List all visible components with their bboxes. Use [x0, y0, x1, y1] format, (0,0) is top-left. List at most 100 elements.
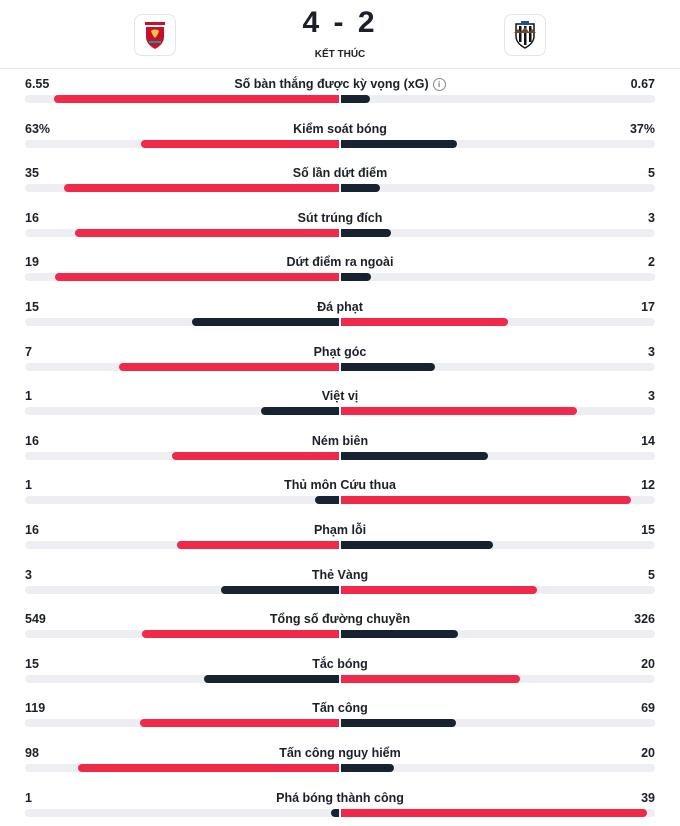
away-stat-value: 326 — [634, 612, 655, 626]
home-stat-bar-track — [25, 363, 339, 371]
stat-label: Số bàn thắng được kỳ vọng (xG) i — [0, 77, 680, 91]
home-stat-bar — [177, 541, 339, 549]
away-stat-value: 5 — [648, 166, 655, 180]
away-stat-bar — [341, 95, 370, 103]
away-stat-bar — [341, 318, 508, 326]
away-stat-bar-track — [341, 140, 655, 148]
away-stat-bar-track — [341, 675, 655, 683]
away-stat-bar — [341, 229, 391, 237]
away-stat-value: 14 — [641, 434, 655, 448]
away-stat-bar — [341, 675, 520, 683]
away-stat-bar-track — [341, 496, 655, 504]
away-stat-bar — [341, 140, 457, 148]
home-stat-bar — [221, 586, 339, 594]
home-stat-bar-track — [25, 407, 339, 415]
home-stat-bar — [204, 675, 339, 683]
home-stat-bar-track — [25, 764, 339, 772]
away-stat-bar — [341, 452, 488, 460]
home-stat-bar-track — [25, 318, 339, 326]
stat-label-text: Thẻ Vàng — [312, 568, 368, 582]
stat-label: Dứt điểm ra ngoài — [0, 255, 680, 269]
stat-label: Tổng số đường chuyền — [0, 612, 680, 626]
away-stat-bar-track — [341, 184, 655, 192]
stat-label-text: Kiểm soát bóng — [293, 122, 387, 136]
away-stat-value: 20 — [641, 657, 655, 671]
away-stat-bar-track — [341, 809, 655, 817]
home-stat-bar-track — [25, 719, 339, 727]
away-stat-bar — [341, 273, 371, 281]
home-stat-bar — [261, 407, 340, 415]
away-stat-bar — [341, 541, 493, 549]
stat-label-text: Tấn công nguy hiểm — [279, 746, 401, 760]
away-stat-value: 2 — [648, 255, 655, 269]
stat-label: Số lần dứt điểm — [0, 166, 680, 180]
stat-label-text: Số lần dứt điểm — [293, 166, 387, 180]
newcastle-crest-icon — [511, 20, 539, 50]
home-stat-bar — [55, 273, 339, 281]
stat-label-text: Dứt điểm ra ngoài — [287, 255, 394, 269]
home-stat-bar-track — [25, 95, 339, 103]
away-stat-bar-track — [341, 586, 655, 594]
stat-label-text: Sút trúng đích — [298, 211, 383, 225]
away-stat-bar — [341, 496, 631, 504]
away-stat-bar-track — [341, 273, 655, 281]
match-status: KẾT THÚC — [0, 49, 680, 60]
away-stat-bar — [341, 719, 456, 727]
stat-label: Kiểm soát bóng — [0, 122, 680, 136]
away-stat-value: 3 — [648, 389, 655, 403]
info-icon[interactable]: i — [433, 78, 446, 91]
home-stat-bar-track — [25, 140, 339, 148]
away-team-logo[interactable] — [504, 14, 546, 56]
stat-label-text: Tắc bóng — [312, 657, 368, 671]
home-stat-bar-track — [25, 630, 339, 638]
stat-label: Thẻ Vàng — [0, 568, 680, 582]
home-stat-bar — [140, 719, 339, 727]
home-stat-bar — [64, 184, 339, 192]
stat-label: Phạt góc — [0, 345, 680, 359]
stat-label-text: Số bàn thắng được kỳ vọng (xG) — [234, 77, 428, 91]
away-stat-bar-track — [341, 318, 655, 326]
stat-label: Sút trúng đích — [0, 211, 680, 225]
away-stat-bar-track — [341, 407, 655, 415]
match-header: 4 - 2 KẾT THÚC — [0, 0, 680, 69]
away-stat-bar-track — [341, 630, 655, 638]
stat-label-text: Phá bóng thành công — [276, 791, 404, 805]
home-stat-bar — [119, 363, 339, 371]
home-stat-bar-track — [25, 184, 339, 192]
home-stat-bar-track — [25, 452, 339, 460]
away-stat-bar — [341, 630, 458, 638]
stat-label: Việt vị — [0, 389, 680, 403]
stat-label-text: Việt vị — [322, 389, 359, 403]
home-stat-bar — [315, 496, 339, 504]
stat-label-text: Tấn công — [312, 701, 368, 715]
away-stat-value: 39 — [641, 791, 655, 805]
home-stat-bar — [331, 809, 339, 817]
away-stat-bar — [341, 586, 537, 594]
stat-label-text: Thủ môn Cứu thua — [284, 478, 396, 492]
stat-label: Thủ môn Cứu thua — [0, 478, 680, 492]
home-stat-bar — [172, 452, 339, 460]
away-stat-bar — [341, 407, 577, 415]
away-stat-value: 5 — [648, 568, 655, 582]
home-stat-bar — [54, 95, 339, 103]
home-stat-bar-track — [25, 273, 339, 281]
home-stat-bar-track — [25, 496, 339, 504]
away-stat-bar-track — [341, 363, 655, 371]
home-stat-bar — [141, 140, 339, 148]
away-stat-bar — [341, 184, 380, 192]
